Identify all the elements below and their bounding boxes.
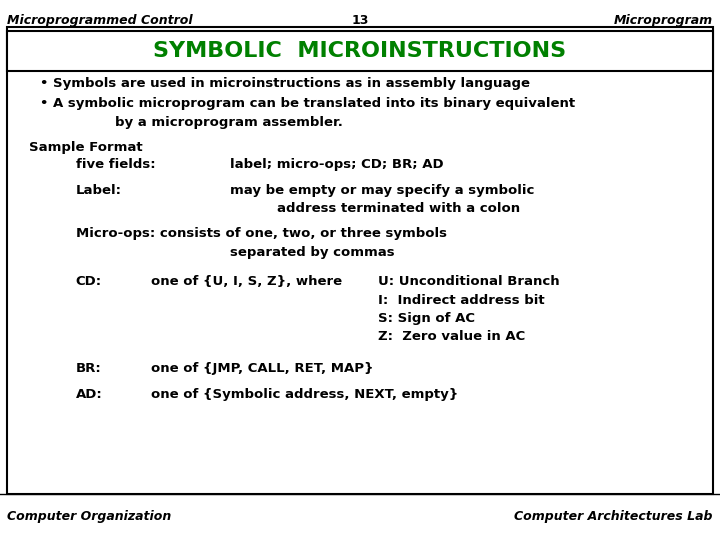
Text: • Symbols are used in microinstructions as in assembly language: • Symbols are used in microinstructions … [40,77,530,90]
Text: address terminated with a colon: address terminated with a colon [277,202,521,215]
FancyBboxPatch shape [7,31,713,71]
Text: one of {Symbolic address, NEXT, empty}: one of {Symbolic address, NEXT, empty} [151,388,459,401]
Text: • A symbolic microprogram can be translated into its binary equivalent: • A symbolic microprogram can be transla… [40,97,575,110]
Text: five fields:: five fields: [76,158,156,171]
Text: U: Unconditional Branch: U: Unconditional Branch [378,275,559,288]
Text: label; micro-ops; CD; BR; AD: label; micro-ops; CD; BR; AD [230,158,444,171]
Text: CD:: CD: [76,275,102,288]
Text: SYMBOLIC  MICROINSTRUCTIONS: SYMBOLIC MICROINSTRUCTIONS [153,41,567,61]
Text: Micro-ops: consists of one, two, or three symbols: Micro-ops: consists of one, two, or thre… [76,227,446,240]
Text: Computer Organization: Computer Organization [7,510,171,523]
Text: Microprogram: Microprogram [613,14,713,27]
Text: AD:: AD: [76,388,102,401]
Text: by a microprogram assembler.: by a microprogram assembler. [115,116,343,129]
Text: separated by commas: separated by commas [230,246,395,259]
Text: one of {JMP, CALL, RET, MAP}: one of {JMP, CALL, RET, MAP} [151,362,374,375]
Text: Z:  Zero value in AC: Z: Zero value in AC [378,330,526,343]
Text: BR:: BR: [76,362,102,375]
Text: 13: 13 [351,14,369,27]
Text: Microprogrammed Control: Microprogrammed Control [7,14,193,27]
Text: Computer Architectures Lab: Computer Architectures Lab [514,510,713,523]
Text: may be empty or may specify a symbolic: may be empty or may specify a symbolic [230,184,535,197]
Text: Label:: Label: [76,184,122,197]
Text: Sample Format: Sample Format [29,141,143,154]
Text: one of {U, I, S, Z}, where: one of {U, I, S, Z}, where [151,275,342,288]
Text: I:  Indirect address bit: I: Indirect address bit [378,294,544,307]
Text: S: Sign of AC: S: Sign of AC [378,312,475,325]
FancyBboxPatch shape [7,27,713,494]
